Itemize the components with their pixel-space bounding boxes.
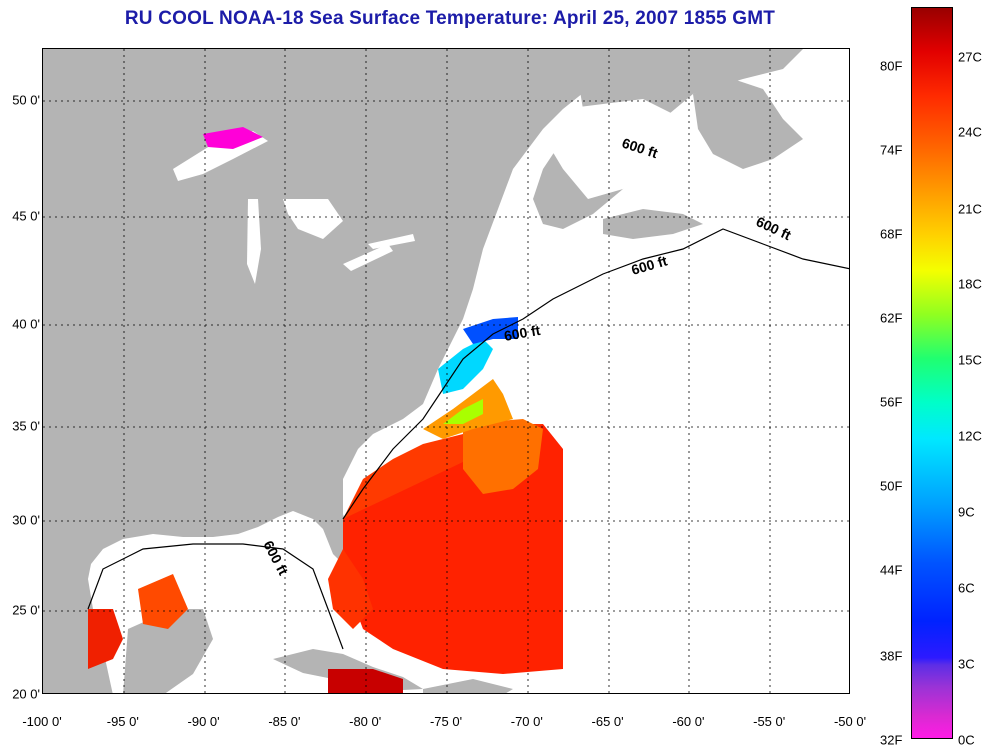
map-title: RU COOL NOAA-18 Sea Surface Temperature:…	[124, 8, 776, 29]
x-tick-label: -80 0'	[349, 714, 382, 729]
colorbar-fahrenheit-label: 32F	[880, 732, 903, 748]
colorbar-celsius-label: 3C	[958, 656, 975, 672]
contour-label-2: 600 ft	[754, 213, 794, 243]
gulf-st-lawrence	[548, 99, 683, 199]
cape-breton-land	[603, 209, 703, 239]
lake-huron	[283, 199, 343, 239]
contour-label-5: 600 ft	[260, 538, 291, 578]
sst-gulf-mid	[138, 574, 188, 629]
lake-ontario	[368, 234, 415, 249]
y-tick-label: 50 0'	[12, 92, 40, 108]
colorbar-celsius-label: 6C	[958, 580, 975, 596]
newfoundland-land	[693, 79, 803, 169]
yucatan-land	[123, 609, 213, 693]
x-tick-label: -95 0'	[106, 714, 139, 729]
isobath-600ft-gulf	[87, 543, 344, 650]
sst-shelf-yellow	[443, 399, 483, 424]
colorbar-celsius-label: 15C	[958, 352, 982, 368]
sst-gulf-pink	[203, 127, 263, 149]
colorbar-celsius-label: 27C	[958, 49, 982, 65]
colorbar-fahrenheit-label: 56F	[880, 394, 903, 410]
x-tick-label: -100 0'	[22, 714, 62, 729]
contour-label-3: 600 ft	[629, 252, 669, 278]
y-tick-label: 40 0'	[12, 316, 40, 332]
y-tick-label: 25 0'	[12, 602, 40, 618]
colorbar-fahrenheit-label: 80F	[880, 58, 903, 74]
map-canvas: 600 ft 600 ft 600 ft 600 ft 600 ft	[43, 49, 849, 693]
hispaniola-land	[423, 679, 513, 693]
y-tick-label: 45 0'	[12, 208, 40, 224]
sst-caribbean-dark	[328, 669, 403, 693]
sst-northeast-blue	[463, 317, 518, 344]
y-tick-label: 35 0'	[12, 418, 40, 434]
sst-florida-current	[328, 549, 373, 629]
x-tick-label: -60 0'	[672, 714, 705, 729]
sst-gulf-red	[88, 609, 123, 669]
contour-label-4: 600 ft	[503, 322, 542, 344]
temperature-colorbar	[911, 7, 953, 739]
colorbar-celsius-label: 9C	[958, 504, 975, 520]
sst-map: 600 ft 600 ft 600 ft 600 ft 600 ft	[42, 48, 850, 694]
colorbar-celsius-label: 12C	[958, 428, 982, 444]
isobath-600ft-atlantic	[342, 228, 849, 520]
colorbar-fahrenheit-label: 74F	[880, 142, 903, 158]
lake-erie	[343, 244, 393, 271]
north-america-land	[43, 49, 588, 693]
colorbar-fahrenheit-label: 68F	[880, 226, 903, 242]
colorbar-celsius-label: 0C	[958, 732, 975, 748]
graticule	[43, 49, 849, 693]
y-tick-label: 20 0'	[12, 686, 40, 702]
colorbar-celsius-label: 21C	[958, 201, 982, 217]
sst-atlantic-east	[463, 419, 543, 494]
lake-michigan	[247, 199, 261, 284]
x-tick-label: -65 0'	[591, 714, 624, 729]
colorbar-fahrenheit-label: 44F	[880, 562, 903, 578]
x-tick-label: -50 0'	[833, 714, 867, 729]
colorbar-celsius-label: 18C	[958, 276, 982, 292]
x-tick-label: -55 0'	[753, 714, 786, 729]
x-tick-label: -90 0'	[187, 714, 220, 729]
y-tick-label: 30 0'	[12, 512, 40, 528]
colorbar-celsius-label: 24C	[958, 124, 982, 140]
x-tick-label: -75 0'	[429, 714, 463, 729]
colorbar-fahrenheit-label: 38F	[880, 648, 903, 664]
x-tick-label: -85 0'	[268, 714, 301, 729]
colorbar-fahrenheit-label: 62F	[880, 310, 903, 326]
sst-shelf-cyan	[438, 339, 493, 394]
x-tick-label: -70 0'	[510, 714, 543, 729]
colorbar-fahrenheit-label: 50F	[880, 478, 903, 494]
